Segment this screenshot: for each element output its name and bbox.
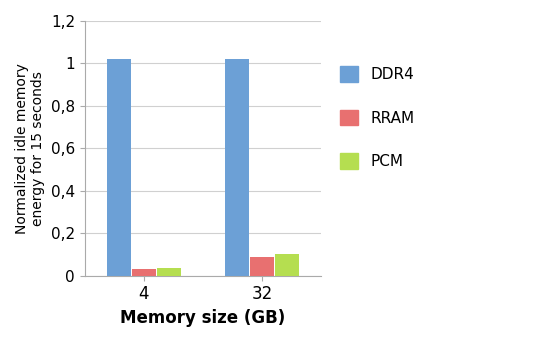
Y-axis label: Normalized idle memory
energy for 15 seconds: Normalized idle memory energy for 15 sec… bbox=[15, 63, 45, 234]
Bar bbox=[157, 268, 181, 276]
Bar bbox=[250, 256, 274, 276]
Bar bbox=[225, 59, 249, 276]
Bar bbox=[107, 59, 131, 276]
Bar bbox=[275, 254, 299, 276]
Legend: DDR4, RRAM, PCM: DDR4, RRAM, PCM bbox=[333, 60, 421, 175]
X-axis label: Memory size (GB): Memory size (GB) bbox=[120, 309, 285, 327]
Bar bbox=[132, 269, 156, 276]
